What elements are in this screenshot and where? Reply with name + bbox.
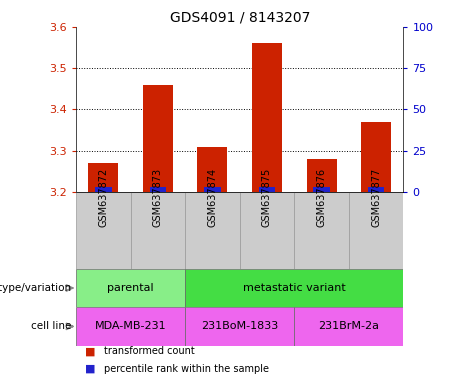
Bar bbox=[95, 187, 112, 192]
Bar bbox=[307, 159, 337, 192]
Text: GSM637876: GSM637876 bbox=[317, 167, 326, 227]
Title: GDS4091 / 8143207: GDS4091 / 8143207 bbox=[170, 10, 310, 24]
Bar bbox=[197, 147, 227, 192]
Bar bbox=[89, 163, 118, 192]
Text: ■: ■ bbox=[85, 346, 96, 356]
Bar bbox=[259, 187, 275, 192]
Text: GSM637872: GSM637872 bbox=[98, 167, 108, 227]
Text: transformed count: transformed count bbox=[104, 346, 195, 356]
Bar bbox=[185, 269, 403, 307]
Bar bbox=[313, 187, 330, 192]
Bar bbox=[349, 192, 403, 269]
Text: MDA-MB-231: MDA-MB-231 bbox=[95, 321, 166, 331]
Text: 231BoM-1833: 231BoM-1833 bbox=[201, 321, 278, 331]
Text: metastatic variant: metastatic variant bbox=[243, 283, 346, 293]
Text: genotype/variation: genotype/variation bbox=[0, 283, 71, 293]
Bar bbox=[252, 43, 282, 192]
Bar bbox=[130, 192, 185, 269]
Bar bbox=[240, 192, 294, 269]
Bar bbox=[76, 269, 185, 307]
Bar bbox=[294, 307, 403, 346]
Bar bbox=[150, 187, 166, 192]
Bar bbox=[76, 192, 130, 269]
Bar bbox=[185, 307, 294, 346]
Text: 231BrM-2a: 231BrM-2a bbox=[319, 321, 379, 331]
Bar bbox=[368, 187, 384, 192]
Bar bbox=[361, 122, 391, 192]
Text: cell line: cell line bbox=[31, 321, 71, 331]
Text: percentile rank within the sample: percentile rank within the sample bbox=[104, 364, 269, 374]
Bar bbox=[204, 187, 221, 192]
Bar bbox=[143, 85, 173, 192]
Bar bbox=[185, 192, 240, 269]
Bar bbox=[76, 307, 185, 346]
Text: GSM637877: GSM637877 bbox=[371, 167, 381, 227]
Text: GSM637873: GSM637873 bbox=[153, 167, 163, 227]
Bar bbox=[294, 192, 349, 269]
Text: GSM637875: GSM637875 bbox=[262, 167, 272, 227]
Text: parental: parental bbox=[107, 283, 154, 293]
Text: ■: ■ bbox=[85, 364, 96, 374]
Text: GSM637874: GSM637874 bbox=[207, 167, 218, 227]
